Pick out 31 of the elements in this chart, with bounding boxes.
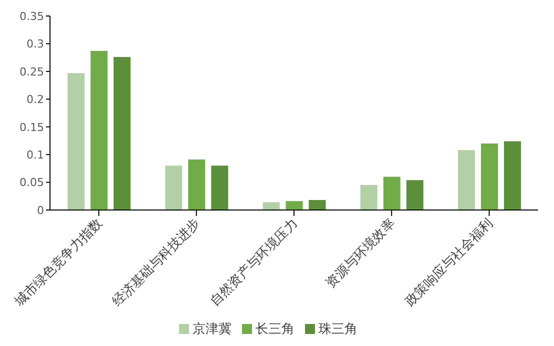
y-tick-label: 0.3 [26,38,44,51]
bar [188,160,206,210]
bar [286,201,303,210]
y-tick-label: 0 [37,204,44,217]
legend-label: 长三角 [256,322,294,337]
bar [262,202,280,210]
bar [211,166,228,210]
bar [114,57,131,210]
legend-label: 京津冀 [192,322,232,337]
bar [68,73,85,210]
x-tick-label: 自然资产与环境压力 [206,216,301,310]
y-tick-label: 0.35 [20,10,44,23]
bar [308,200,326,210]
y-tick-label: 0.15 [20,120,44,134]
y-tick-label: 0.2 [26,93,44,106]
legend-label: 珠三角 [318,322,358,337]
x-tick-label: 政策响应与社会福利 [402,216,496,310]
x-tick-label: 资源与环境效率 [322,216,398,292]
y-tick-label: 0.1 [26,148,44,162]
bar [406,180,424,210]
bar [504,141,521,210]
bar [458,150,475,210]
x-tick-label: 城市绿色竞争力指数 [12,216,106,310]
bar [480,143,498,210]
y-tick-label: 0.05 [20,176,44,190]
x-tick-label: 经济基础与科技进步 [110,216,204,310]
bar [360,185,378,210]
bar [90,50,108,210]
y-tick-label: 0.25 [20,65,44,78]
bar [165,166,182,210]
bar [383,176,400,210]
